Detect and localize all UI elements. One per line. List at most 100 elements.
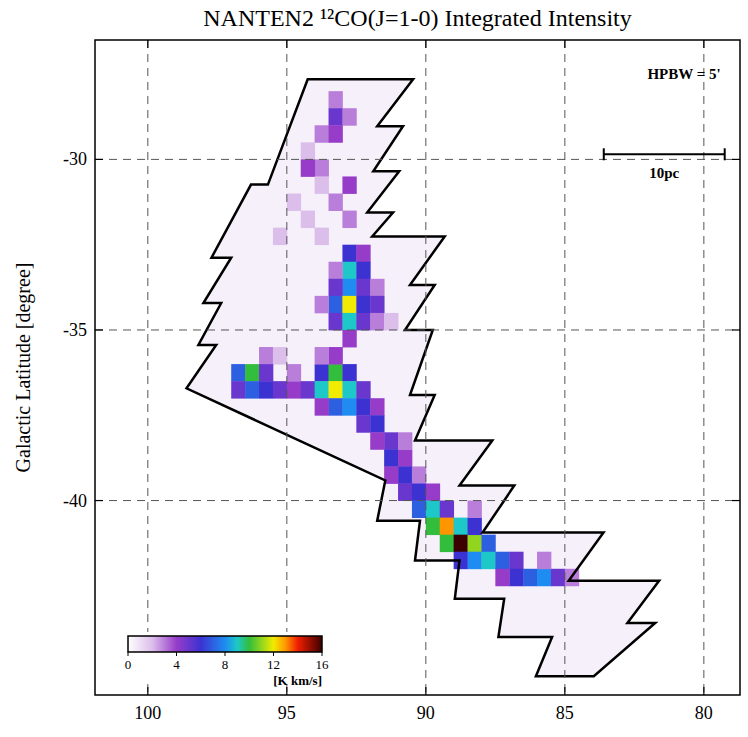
intensity-cell xyxy=(301,142,315,159)
intensity-cell xyxy=(495,569,509,586)
intensity-cell xyxy=(356,381,370,398)
intensity-cell xyxy=(273,347,287,364)
intensity-cell xyxy=(537,552,551,569)
intensity-cell xyxy=(315,159,329,176)
intensity-cell xyxy=(370,415,384,432)
intensity-cell xyxy=(356,245,370,262)
colorbar-tick-label: 16 xyxy=(316,657,330,672)
intensity-cell xyxy=(287,194,301,211)
intensity-cell xyxy=(468,552,482,569)
colorbar-tick xyxy=(128,652,129,656)
x-tick xyxy=(425,40,426,48)
x-tick xyxy=(564,40,565,48)
y-tick xyxy=(95,500,103,501)
intensity-cell xyxy=(231,381,245,398)
x-tick xyxy=(147,40,148,48)
intensity-cell xyxy=(468,518,482,535)
intensity-cell xyxy=(329,125,343,142)
intensity-cell xyxy=(315,176,329,193)
intensity-cell xyxy=(342,245,356,262)
y-tick xyxy=(732,329,740,330)
intensity-cell xyxy=(342,398,356,415)
intensity-cell xyxy=(273,228,287,245)
intensity-cell xyxy=(342,296,356,313)
y-tick-label: -40 xyxy=(63,491,87,511)
intensity-cell xyxy=(342,211,356,228)
intensity-cell xyxy=(384,449,398,466)
intensity-cell xyxy=(315,381,329,398)
intensity-cell xyxy=(440,518,454,535)
intensity-cell xyxy=(301,381,315,398)
x-tick-label: 80 xyxy=(695,703,713,723)
intensity-cell xyxy=(454,535,468,552)
intensity-cell xyxy=(231,364,245,381)
intensity-cell xyxy=(398,466,412,483)
intensity-cell xyxy=(342,176,356,193)
intensity-cell xyxy=(342,330,356,347)
x-tick xyxy=(564,687,565,695)
colorbar-tick xyxy=(176,652,177,656)
intensity-cell xyxy=(370,296,384,313)
intensity-cell xyxy=(370,432,384,449)
scale-bar-end xyxy=(603,148,605,160)
x-tick xyxy=(147,687,148,695)
colorbar-tick xyxy=(322,652,323,656)
intensity-cell xyxy=(329,296,343,313)
intensity-cell xyxy=(259,381,273,398)
survey-outline xyxy=(187,79,660,676)
intensity-cell xyxy=(315,228,329,245)
intensity-cell xyxy=(245,381,259,398)
survey-area xyxy=(187,79,660,676)
intensity-cell xyxy=(329,279,343,296)
grid-line xyxy=(564,40,565,695)
intensity-cell xyxy=(426,518,440,535)
intensity-cell xyxy=(454,518,468,535)
plot-area xyxy=(95,40,740,695)
intensity-cell xyxy=(356,279,370,296)
x-tick xyxy=(286,687,287,695)
intensity-cell xyxy=(523,569,537,586)
intensity-cell xyxy=(315,347,329,364)
colorbar: 0481216[K km/s] xyxy=(124,632,329,688)
x-tick-label: 90 xyxy=(417,703,435,723)
intensity-cell xyxy=(468,535,482,552)
grid-line xyxy=(425,40,426,695)
intensity-cell xyxy=(301,159,315,176)
colorbar-tick-label: 0 xyxy=(125,657,132,672)
chart: NANTEN2 ¹²CO(J=1-0) Integrated Intensity… xyxy=(0,0,748,737)
intensity-cell xyxy=(356,262,370,279)
colorbar-tick xyxy=(225,652,226,656)
intensity-cell xyxy=(329,313,343,330)
intensity-cell xyxy=(551,569,565,586)
intensity-cell xyxy=(356,398,370,415)
intensity-cell xyxy=(329,262,343,279)
intensity-cell xyxy=(495,552,509,569)
intensity-cell xyxy=(342,381,356,398)
intensity-cell xyxy=(398,432,412,449)
intensity-cell xyxy=(329,364,343,381)
intensity-cell xyxy=(315,296,329,313)
colorbar-tick xyxy=(273,652,274,656)
intensity-cell xyxy=(342,364,356,381)
intensity-cell xyxy=(329,398,343,415)
intensity-cell xyxy=(468,501,482,518)
intensity-cell xyxy=(273,381,287,398)
intensity-cell xyxy=(342,108,356,125)
colorbar-scale xyxy=(128,636,322,652)
colorbar-tick-label: 12 xyxy=(267,657,280,672)
intensity-cell xyxy=(370,398,384,415)
y-tick xyxy=(732,500,740,501)
x-tick-label: 100 xyxy=(134,703,161,723)
intensity-cell xyxy=(329,91,343,108)
intensity-cell xyxy=(370,279,384,296)
intensity-cell xyxy=(509,569,523,586)
intensity-cell xyxy=(509,552,523,569)
intensity-cell xyxy=(315,364,329,381)
intensity-cell xyxy=(481,552,495,569)
intensity-cell xyxy=(412,501,426,518)
grid-line xyxy=(703,40,704,695)
y-tick-label: -35 xyxy=(63,320,87,340)
intensity-cell xyxy=(356,415,370,432)
x-tick xyxy=(703,40,704,48)
intensity-cell xyxy=(426,501,440,518)
